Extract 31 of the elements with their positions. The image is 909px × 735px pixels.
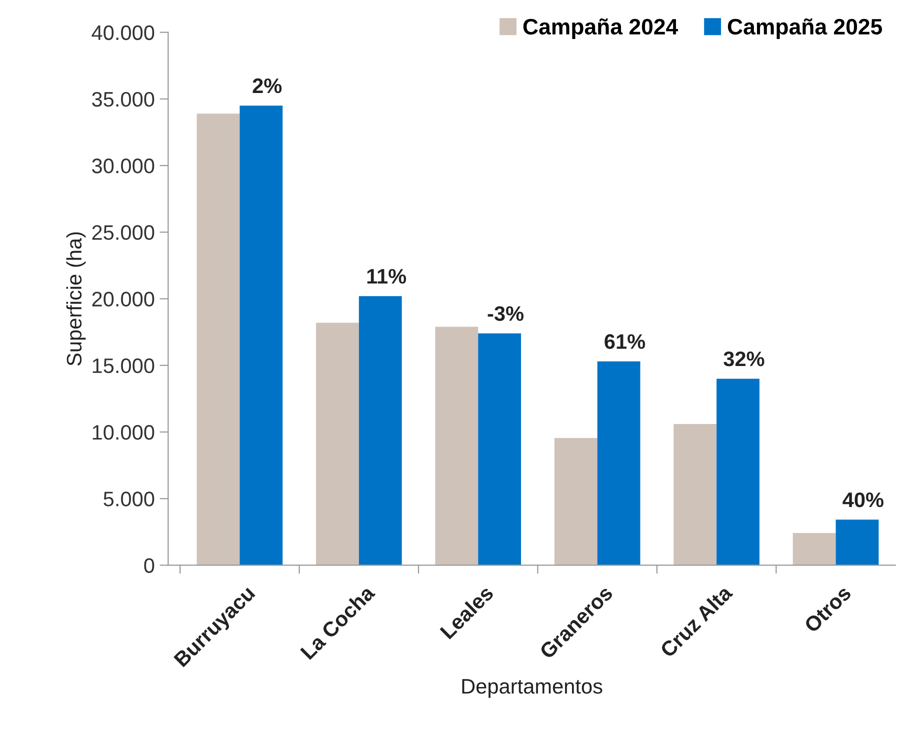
y-tick-label: 35.000 — [92, 92, 154, 107]
x-axis-title: Departamentos — [462, 679, 602, 698]
annotation: 32% — [724, 352, 764, 366]
annotation: 61% — [604, 334, 646, 349]
bar — [478, 333, 522, 566]
y-tick-label: 15.000 — [92, 358, 154, 374]
bar — [716, 378, 760, 566]
y-tick-label: 20.000 — [92, 292, 154, 307]
y-tick-label: 10.000 — [92, 425, 154, 440]
annotation: 2% — [252, 78, 282, 94]
legend-label: Campaña 2024 — [523, 18, 678, 39]
annotation: -3% — [488, 306, 524, 321]
bar — [316, 322, 359, 566]
bar — [554, 438, 598, 566]
bar — [836, 520, 879, 566]
y-tick-label: 30.000 — [92, 158, 154, 174]
annotation: 11% — [367, 268, 406, 284]
y-tick-label: 0 — [144, 558, 154, 573]
bar — [597, 361, 640, 566]
bar — [358, 296, 402, 566]
y-tick-label: 25.000 — [92, 225, 154, 240]
bar — [435, 326, 478, 566]
bar — [240, 106, 283, 566]
annotation: 40% — [842, 492, 884, 508]
y-axis-title: Superficie (ha) — [66, 232, 86, 366]
bar — [674, 424, 717, 566]
y-tick-label: 5.000 — [104, 492, 154, 506]
bar — [196, 114, 240, 566]
bar — [792, 532, 836, 566]
legend-label: Campaña 2025 — [728, 18, 882, 39]
y-tick-label: 40.000 — [92, 25, 154, 40]
